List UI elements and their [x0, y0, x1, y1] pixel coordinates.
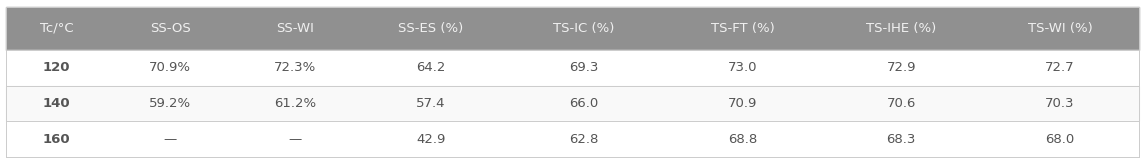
Text: SS-OS: SS-OS — [150, 21, 190, 35]
Text: 70.3: 70.3 — [1045, 97, 1075, 110]
Text: 57.4: 57.4 — [416, 97, 445, 110]
Text: Tc/°C: Tc/°C — [40, 21, 73, 35]
Text: 62.8: 62.8 — [569, 133, 599, 146]
Text: 42.9: 42.9 — [416, 133, 445, 146]
Text: 140: 140 — [42, 97, 71, 110]
Text: 68.8: 68.8 — [728, 133, 757, 146]
Text: TS-IHE (%): TS-IHE (%) — [866, 21, 937, 35]
Text: 70.9%: 70.9% — [149, 61, 191, 74]
Bar — [6, 122, 1139, 157]
Bar — [6, 50, 1139, 85]
Text: 70.9: 70.9 — [728, 97, 757, 110]
Text: 69.3: 69.3 — [569, 61, 599, 74]
Text: 59.2%: 59.2% — [149, 97, 191, 110]
Text: TS-FT (%): TS-FT (%) — [711, 21, 774, 35]
Bar — [6, 7, 1139, 50]
Text: TS-IC (%): TS-IC (%) — [553, 21, 615, 35]
Text: —: — — [164, 133, 176, 146]
Text: 68.0: 68.0 — [1045, 133, 1074, 146]
Text: 70.6: 70.6 — [886, 97, 916, 110]
Text: TS-WI (%): TS-WI (%) — [1027, 21, 1092, 35]
Bar — [6, 85, 1139, 122]
Text: 73.0: 73.0 — [728, 61, 757, 74]
Text: 72.3%: 72.3% — [274, 61, 316, 74]
Text: 160: 160 — [42, 133, 71, 146]
Text: 66.0: 66.0 — [569, 97, 599, 110]
Text: 120: 120 — [44, 61, 71, 74]
Text: SS-ES (%): SS-ES (%) — [398, 21, 464, 35]
Text: 72.9: 72.9 — [886, 61, 916, 74]
Text: 61.2%: 61.2% — [274, 97, 316, 110]
Text: SS-WI: SS-WI — [276, 21, 314, 35]
Text: —: — — [289, 133, 301, 146]
Text: 64.2: 64.2 — [416, 61, 445, 74]
Text: 72.7: 72.7 — [1045, 61, 1075, 74]
Text: 68.3: 68.3 — [886, 133, 916, 146]
